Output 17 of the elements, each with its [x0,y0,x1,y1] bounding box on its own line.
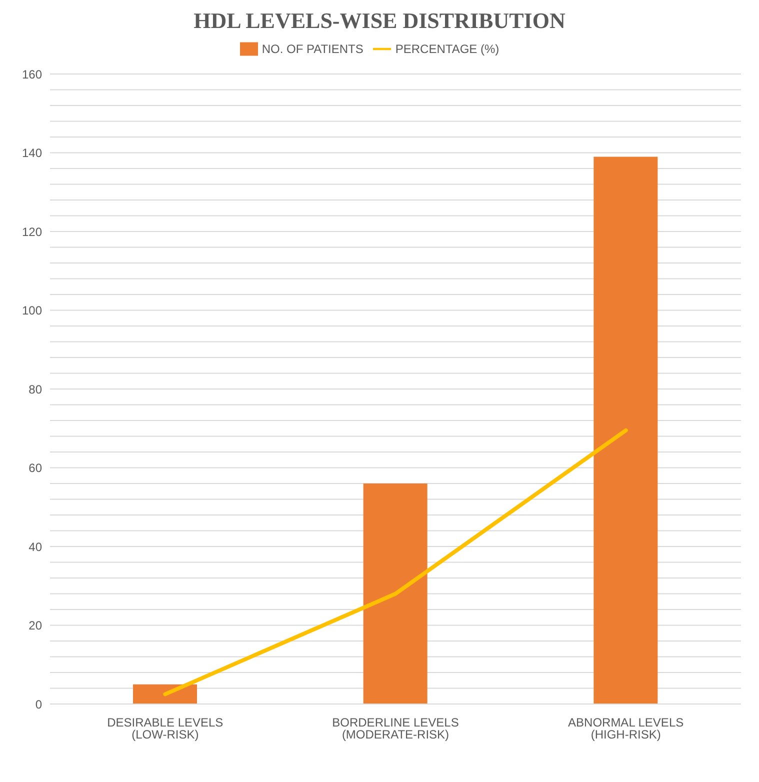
legend-label: PERCENTAGE (%) [395,42,500,56]
y-tick-label: 160 [22,67,42,82]
y-tick-label: 40 [28,540,42,554]
chart-title: HDL LEVELS-WISE DISTRIBUTION [192,8,566,34]
y-tick-label: 120 [22,224,42,239]
x-tick-label: DESIRABLE LEVELS (LOW-RISK) [107,716,224,742]
y-tick-label: 100 [22,304,42,318]
y-tick-label: 60 [28,461,42,476]
y-tick-label: 80 [28,382,42,396]
y-tick-label: 20 [28,618,42,633]
x-tick-label: BORDERLINE LEVELS (MODERATE-RISK) [332,716,459,742]
bar [363,484,428,704]
y-tick-label: 0 [35,697,42,712]
y-tick-label: 140 [22,146,42,160]
x-tick-label: ABNORMAL LEVELS (HIGH-RISK) [568,716,684,742]
legend-label: NO. OF PATIENTS [262,42,364,56]
bar [594,156,658,704]
